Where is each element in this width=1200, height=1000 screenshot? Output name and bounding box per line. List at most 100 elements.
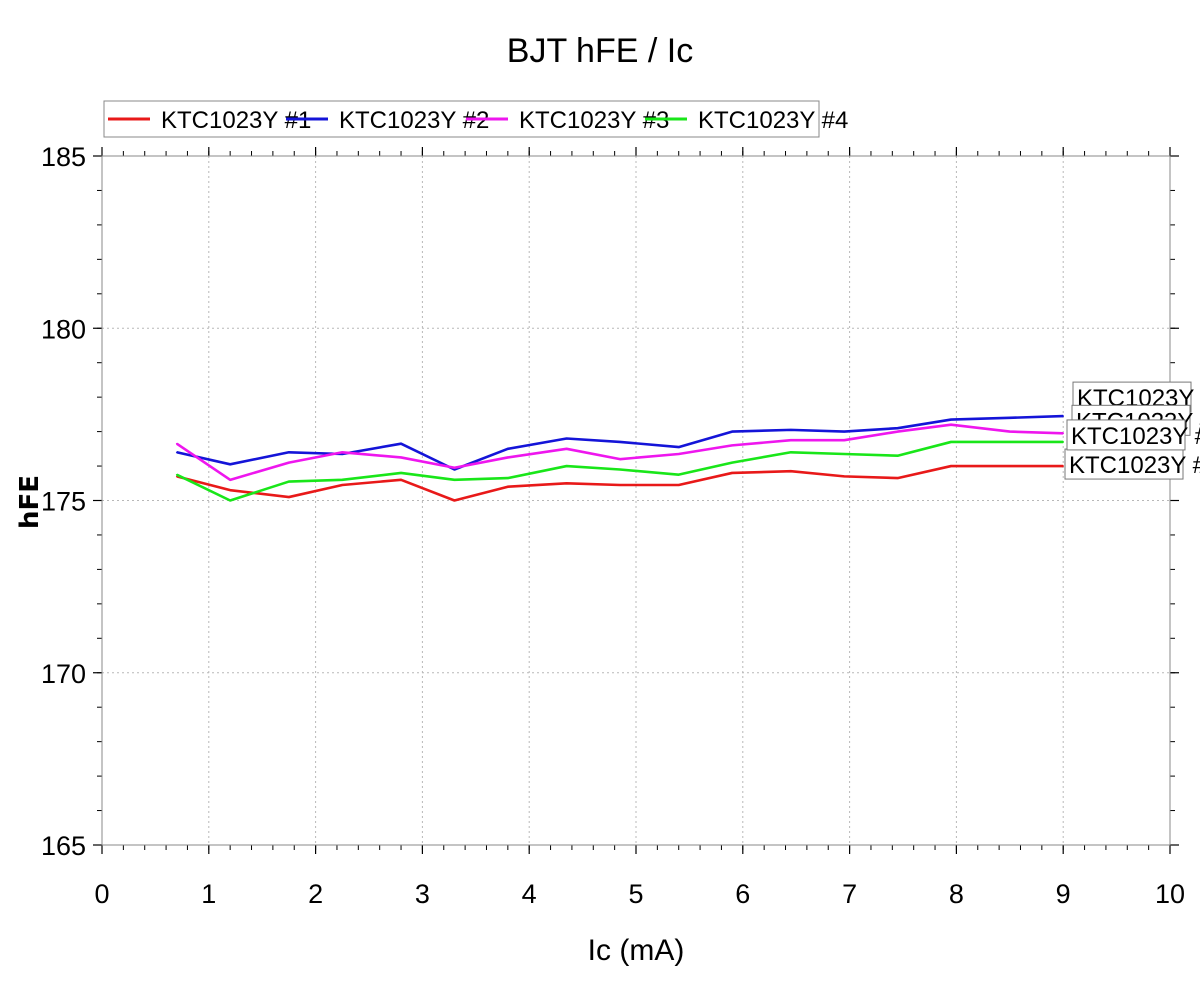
data-point (896, 477, 899, 479)
data-point (896, 427, 899, 429)
x-tick-label: 1 (201, 879, 216, 909)
y-tick-label: 180 (41, 314, 86, 344)
legend-entry: KTC1023Y #1 (108, 107, 311, 134)
x-tick-label: 4 (522, 879, 537, 909)
data-point (790, 429, 792, 431)
x-tick-label: 8 (949, 879, 964, 909)
data-point (453, 466, 456, 469)
x-tick-label: 2 (308, 879, 323, 909)
data-point (565, 437, 568, 440)
data-point (565, 448, 568, 450)
x-tick-label: 10 (1155, 879, 1185, 909)
y-tick-label: 185 (41, 142, 86, 172)
x-tick-label: 3 (415, 879, 430, 909)
data-point (1062, 465, 1064, 467)
data-point (453, 468, 456, 471)
data-point (565, 465, 568, 467)
end-label: KTC1023Y #1 (1064, 448, 1200, 480)
data-point (507, 477, 509, 479)
data-point (400, 442, 402, 445)
data-point (843, 453, 846, 455)
legend-box (103, 100, 820, 138)
data-point (565, 482, 568, 485)
legend-entry: KTC1023Y #4 (645, 107, 848, 134)
data-point (731, 472, 733, 474)
data-point (507, 448, 509, 450)
data-point (790, 439, 792, 442)
data-point (507, 456, 509, 459)
data-point (1009, 430, 1011, 433)
data-point (731, 430, 733, 433)
legend-entry: KTC1023Y #2 (286, 107, 489, 134)
data-point (677, 446, 680, 448)
data-point (619, 484, 621, 486)
data-point (453, 479, 456, 481)
data-point (619, 441, 621, 443)
data-point (288, 461, 290, 464)
data-point (950, 465, 952, 467)
legend: KTC1023Y #1 KTC1023Y #2 KTC1023Y #3 KTC1023… (103, 100, 848, 138)
data-point (843, 475, 846, 478)
data-point (677, 473, 680, 476)
data-point (731, 461, 733, 464)
data-point (400, 472, 402, 474)
data-point (619, 468, 621, 471)
legend-label: KTC1023Y #4 (698, 107, 848, 134)
data-point (1062, 432, 1064, 435)
data-point (950, 423, 952, 426)
plot-frame (101, 155, 1171, 846)
x-tick-label: 6 (735, 879, 750, 909)
data-point (843, 430, 846, 433)
data-point (619, 458, 621, 460)
chart-title: BJT hFE / Ic (507, 32, 693, 70)
data-point (229, 499, 231, 502)
x-tick-labels: 0 1 2 3 4 5 6 7 8 9 10 (94, 879, 1185, 909)
data-point (1062, 441, 1064, 443)
data-point (341, 451, 344, 454)
series-line (176, 414, 1064, 471)
y-tick-label: 175 (41, 487, 86, 517)
data-point (731, 444, 733, 447)
data-point (288, 480, 290, 483)
x-tick-label: 7 (842, 879, 857, 909)
y-tick-labels: 165 170 175 180 185 (41, 142, 86, 861)
legend-label: KTC1023Y #3 (519, 107, 669, 134)
data-point (400, 456, 402, 459)
end-label: KTC1023Y #4 (1066, 419, 1200, 451)
x-tick-label: 9 (1056, 879, 1071, 909)
data-point (896, 430, 899, 433)
data-point (507, 485, 509, 488)
end-label-box (1066, 419, 1186, 451)
y-axis-label: hFE (15, 475, 45, 529)
end-label-text: KTC1023Y #1 (1069, 452, 1200, 479)
y-tick-label: 165 (41, 831, 86, 861)
data-point (1009, 441, 1011, 443)
data-point (175, 473, 178, 476)
data-point (453, 499, 456, 502)
grid (102, 156, 1170, 845)
data-point (896, 454, 899, 457)
data-point (175, 451, 178, 454)
end-label-box (1064, 448, 1184, 480)
data-point (341, 484, 344, 486)
data-point (950, 418, 952, 421)
y-tick-label: 170 (41, 659, 86, 689)
data-point (1062, 415, 1064, 417)
data-point (843, 439, 846, 442)
data-point (229, 489, 231, 491)
end-label-text: KTC1023Y #4 (1071, 423, 1200, 450)
axis-ticks (93, 147, 1179, 854)
series-lines (175, 414, 1064, 502)
data-point (229, 463, 231, 466)
data-point (790, 470, 792, 473)
x-tick-label: 0 (94, 879, 109, 909)
data-point (1009, 465, 1011, 467)
data-point (341, 479, 344, 481)
data-point (1009, 417, 1011, 419)
data-point (677, 484, 680, 486)
data-point (400, 479, 402, 481)
x-axis-label: Ic (mA) (588, 934, 685, 967)
data-point (288, 451, 290, 454)
